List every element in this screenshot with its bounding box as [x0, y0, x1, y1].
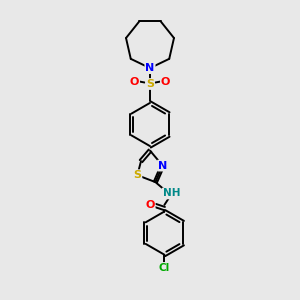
Text: N: N: [158, 160, 167, 171]
Text: N: N: [146, 63, 154, 73]
Text: NH: NH: [163, 188, 180, 199]
Text: S: S: [134, 170, 141, 180]
Text: O: O: [130, 76, 139, 87]
Text: O: O: [161, 76, 170, 87]
Text: S: S: [146, 79, 154, 89]
Text: Cl: Cl: [159, 263, 170, 273]
Text: O: O: [145, 200, 155, 211]
